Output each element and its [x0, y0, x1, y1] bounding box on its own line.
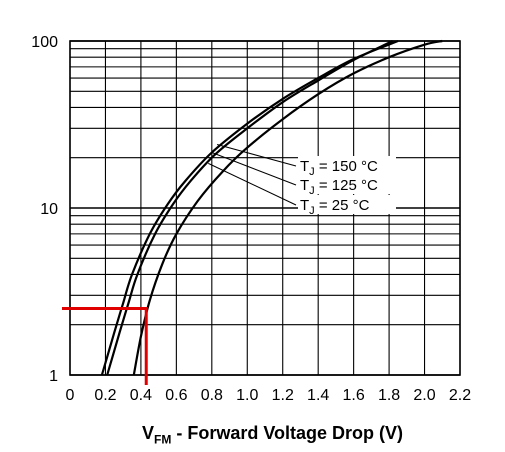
y-tick-label: 10 — [40, 201, 58, 218]
plot-frame — [69, 40, 461, 376]
x-axis-label: VFM - Forward Voltage Drop (V) — [0, 421, 505, 452]
marker-layer — [62, 307, 148, 385]
x-tick-label: 2.0 — [413, 387, 435, 404]
legend-label: TJ = 125 °C — [300, 177, 378, 197]
y-tick-label: 1 — [49, 368, 58, 385]
annotation-marker — [62, 307, 148, 385]
grid-layer — [69, 40, 461, 376]
x-tick-label: 1.6 — [343, 387, 365, 404]
legend-label-bg — [298, 175, 396, 194]
y-tick-label: 100 — [31, 34, 58, 51]
x-tick-label: 2.2 — [449, 387, 471, 404]
tick-layer: 0 0.2 0.4 0.6 0.8 1.0 1.2 1.4 1.6 1.8 2.0 2.2 1 10 100 — [31, 34, 471, 404]
x-tick-label: 1.8 — [378, 387, 400, 404]
legend-label: TJ = 25 °C — [300, 197, 370, 217]
legend-leader-line — [211, 152, 297, 186]
legend-label-bg — [298, 195, 396, 214]
x-tick-label: 0.4 — [130, 387, 152, 404]
legend-layer: TJ = 150 °CTJ = 125 °CTJ = 25 °C — [208, 144, 396, 217]
x-tick-label: 0.6 — [165, 387, 187, 404]
legend-label-bg — [298, 156, 396, 175]
legend-leader-line — [217, 144, 297, 167]
legend-label: TJ = 150 °C — [300, 158, 378, 178]
curve-layer — [100, 39, 443, 376]
x-axis-label-text: - Forward Voltage Drop (V) — [171, 423, 403, 443]
x-tick-label: 0 — [66, 387, 75, 404]
x-tick-label: 1.4 — [307, 387, 329, 404]
legend-leader-line — [208, 162, 297, 206]
x-tick-label: 1.2 — [272, 387, 294, 404]
x-tick-label: 0.8 — [201, 387, 223, 404]
x-tick-label: 0.2 — [94, 387, 116, 404]
curve-150-C — [100, 39, 399, 376]
x-axis-label-symbol: V — [141, 423, 154, 443]
x-axis-label-subscript: FM — [154, 432, 172, 447]
curve-25-C — [132, 39, 443, 376]
x-tick-label: 1.0 — [236, 387, 258, 404]
curve-125-C — [106, 40, 394, 376]
